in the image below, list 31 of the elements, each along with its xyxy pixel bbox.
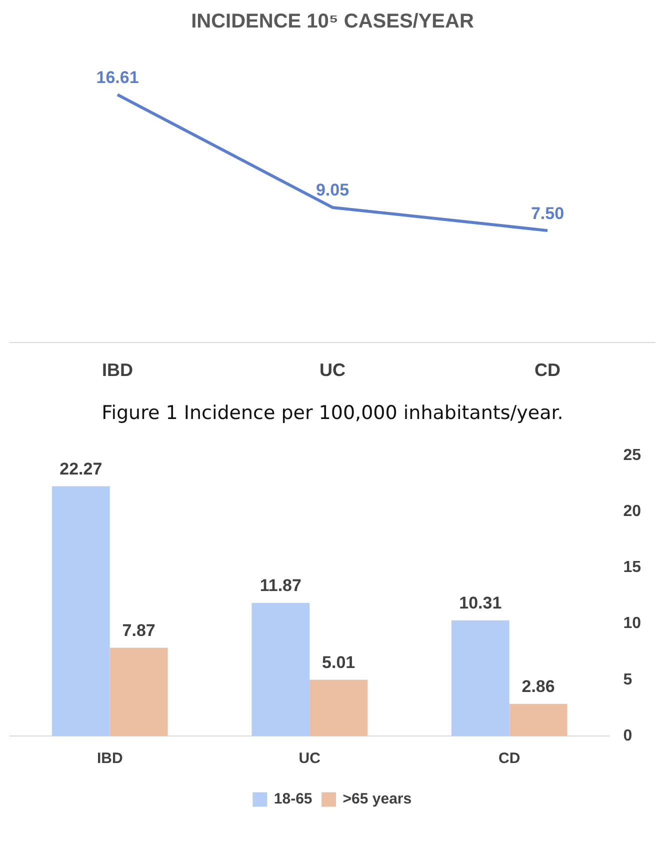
data-label: 5.01: [322, 652, 356, 672]
data-label: 2.86: [522, 677, 555, 696]
data-label: 16.61: [96, 68, 139, 87]
y-tick-label: 10: [623, 615, 642, 632]
x-tick-label: IBD: [96, 750, 123, 768]
bar: [110, 648, 168, 736]
x-tick-label: UC: [320, 360, 346, 380]
bar: [52, 486, 110, 736]
legend-label: >65 years: [342, 790, 412, 808]
x-tick-label: CD: [534, 360, 560, 380]
data-label: 10.31: [459, 594, 502, 613]
y-tick-label: 15: [623, 559, 642, 576]
chart-title: INCIDENCE 10⁵ CASES/YEAR: [191, 10, 474, 33]
y-tick-label: 25: [623, 447, 642, 464]
y-tick-label: 5: [623, 671, 632, 688]
caption: Figure 1 Incidence per 100,000 inhabitants/year.: [100, 402, 564, 424]
bar: [509, 704, 568, 736]
x-tick-label: IBD: [102, 360, 133, 380]
legend-label: 18-65: [274, 790, 312, 808]
data-label: 9.05: [316, 180, 350, 200]
bar: [310, 680, 368, 736]
x-tick-label: CD: [498, 750, 520, 768]
y-tick-label: 20: [623, 503, 642, 520]
data-label: 11.87: [260, 576, 302, 596]
data-label: 7.87: [122, 620, 156, 640]
data-label: 7.50: [530, 204, 564, 223]
x-tick-label: UC: [298, 750, 321, 768]
data-label: 22.27: [60, 459, 102, 478]
bar: [252, 602, 310, 736]
y-tick-label: 0: [623, 727, 632, 744]
bar: [451, 620, 510, 736]
